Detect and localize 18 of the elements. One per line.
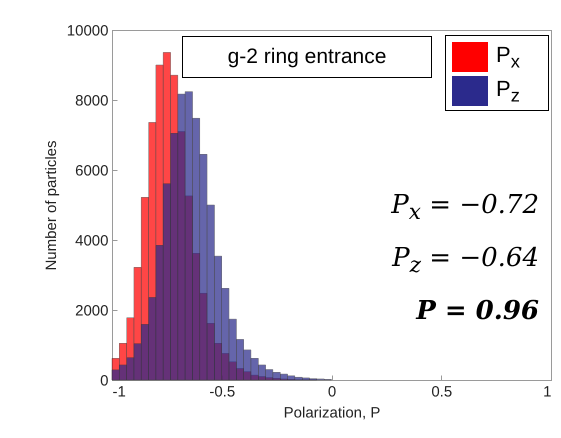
annotation: P$_{z}$ = −0.64: [392, 243, 539, 278]
y-tick-label: 0: [100, 372, 108, 390]
x-axis-title: Polarization, P: [284, 404, 380, 422]
y-tick-label: 4000: [75, 232, 108, 250]
annotation: P$_{x}$ = −0.72: [391, 190, 539, 226]
annotation: P = 0.96: [416, 296, 539, 326]
legend-label: P$_{x}$: [496, 42, 520, 72]
y-tick-label: 2000: [75, 302, 108, 320]
x-tick-label: -0.5: [209, 384, 236, 400]
x-tick-label: -1: [112, 384, 126, 400]
y-axis-title: Number of particles: [42, 140, 60, 271]
y-tick-label: 8000: [75, 92, 108, 110]
legend-label: P$_{z}$: [496, 76, 520, 106]
x-tick-label: 0: [328, 384, 336, 400]
x-tick-label: 0.5: [431, 384, 452, 400]
x-tick-label: 1: [543, 384, 552, 400]
y-tick-label: 10000: [66, 22, 108, 40]
y-tick-label: 6000: [75, 162, 108, 180]
